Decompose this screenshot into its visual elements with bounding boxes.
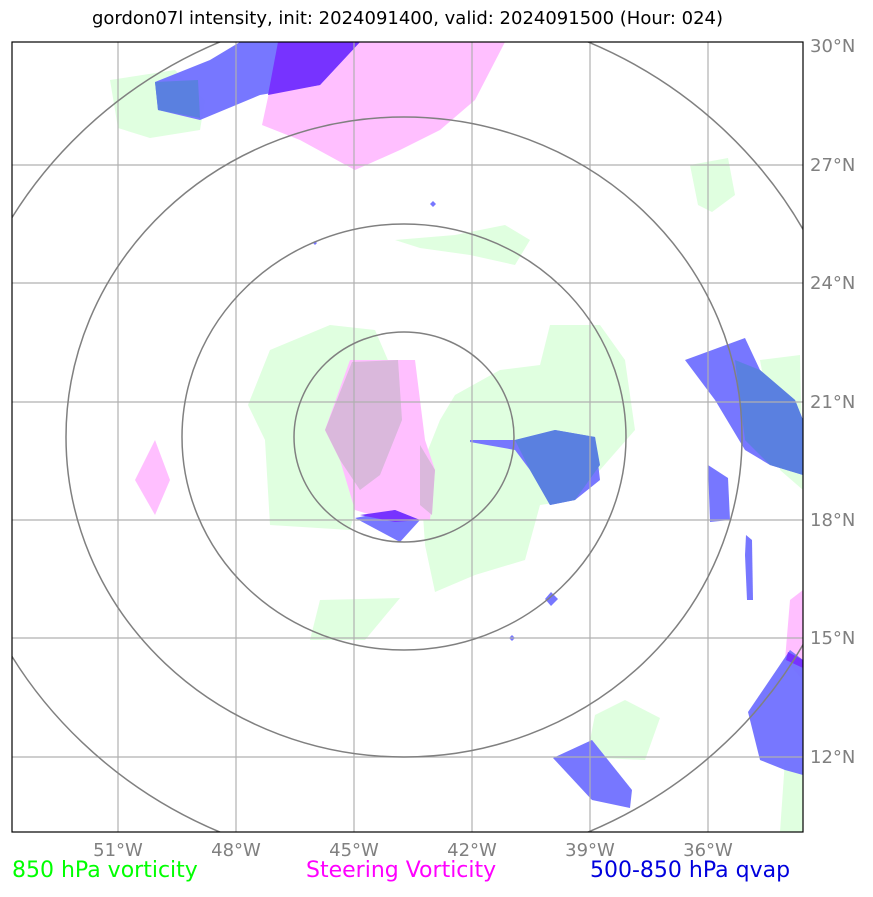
lat-label-15n: 15°N bbox=[810, 628, 855, 649]
map-frame bbox=[11, 41, 804, 833]
lat-label-12n: 12°N bbox=[810, 747, 855, 768]
qvap-overlap bbox=[155, 80, 803, 505]
lat-label-30n: 30°N bbox=[810, 36, 855, 57]
lon-label-45w: 45°W bbox=[329, 840, 379, 861]
lat-label-24n: 24°N bbox=[810, 273, 855, 294]
lon-labels: 51°W 48°W 45°W 42°W 39°W 36°W bbox=[93, 840, 733, 861]
overlap-region bbox=[325, 360, 435, 515]
lat-label-18n: 18°N bbox=[810, 510, 855, 531]
map-title: gordon07l intensity, init: 2024091400, v… bbox=[91, 8, 724, 29]
legend-qvap: 500-850 hPa qvap bbox=[590, 858, 791, 883]
lon-label-48w: 48°W bbox=[211, 840, 261, 861]
lat-lon-grid bbox=[12, 42, 803, 832]
legend-850-vorticity: 850 hPa vorticity bbox=[12, 858, 198, 883]
range-rings bbox=[12, 42, 803, 832]
lon-label-42w: 42°W bbox=[447, 840, 497, 861]
lat-label-21n: 21°N bbox=[810, 392, 855, 413]
lat-labels: 30°N 27°N 24°N 21°N 18°N 15°N 12°N bbox=[810, 36, 855, 768]
vorticity-850-contours bbox=[110, 70, 803, 832]
legend-steering-vorticity: Steering Vorticity bbox=[306, 858, 497, 883]
lat-label-27n: 27°N bbox=[810, 155, 855, 176]
lon-label-51w: 51°W bbox=[93, 840, 143, 861]
lon-label-39w: 39°W bbox=[565, 840, 615, 861]
lon-label-36w: 36°W bbox=[683, 840, 733, 861]
